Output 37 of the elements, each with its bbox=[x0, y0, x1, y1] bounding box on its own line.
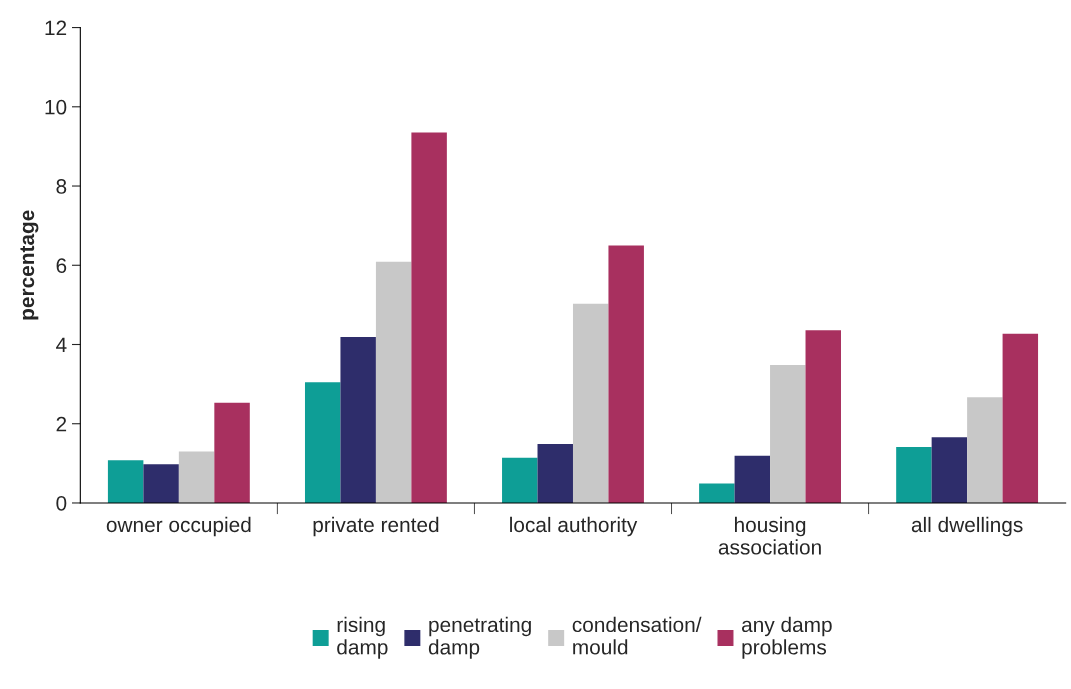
x-tick-label: all dwellings bbox=[911, 516, 1023, 537]
legend-label: penetrating damp bbox=[428, 616, 531, 659]
y-tick-label: 6 bbox=[56, 258, 67, 274]
bar bbox=[537, 443, 573, 503]
bar bbox=[178, 451, 215, 503]
bar bbox=[699, 483, 735, 503]
y-tick-label: 10 bbox=[45, 99, 67, 115]
bar bbox=[770, 365, 806, 503]
bar bbox=[214, 402, 250, 503]
x-tick-label: owner occupied bbox=[106, 516, 251, 537]
bar bbox=[896, 447, 932, 503]
bar bbox=[304, 382, 341, 503]
bar bbox=[502, 457, 538, 503]
bar bbox=[411, 132, 447, 503]
bar bbox=[107, 460, 144, 503]
x-tick-label: local authority bbox=[510, 516, 638, 537]
x-tick-label: housing association bbox=[718, 516, 821, 555]
legend-label: condensation/ mould bbox=[572, 616, 702, 655]
bar bbox=[967, 397, 1003, 503]
bar bbox=[143, 464, 179, 503]
y-axis-title: percentage bbox=[20, 210, 39, 320]
bar bbox=[931, 437, 968, 503]
bar bbox=[375, 261, 412, 503]
bar bbox=[572, 303, 609, 503]
legend-label: any damp problems bbox=[742, 616, 832, 659]
legend-label: rising damp bbox=[337, 616, 388, 659]
bar bbox=[340, 336, 376, 503]
bar bbox=[1002, 333, 1039, 503]
bar bbox=[608, 245, 644, 503]
bar bbox=[805, 330, 841, 503]
y-tick-label: 8 bbox=[56, 179, 67, 194]
y-tick-label: 2 bbox=[56, 416, 67, 432]
x-tick-label: private rented bbox=[313, 516, 439, 537]
y-tick-label: 12 bbox=[45, 20, 67, 36]
y-tick-label: 0 bbox=[56, 495, 67, 511]
bar bbox=[734, 455, 771, 503]
y-tick-label: 4 bbox=[56, 337, 67, 353]
